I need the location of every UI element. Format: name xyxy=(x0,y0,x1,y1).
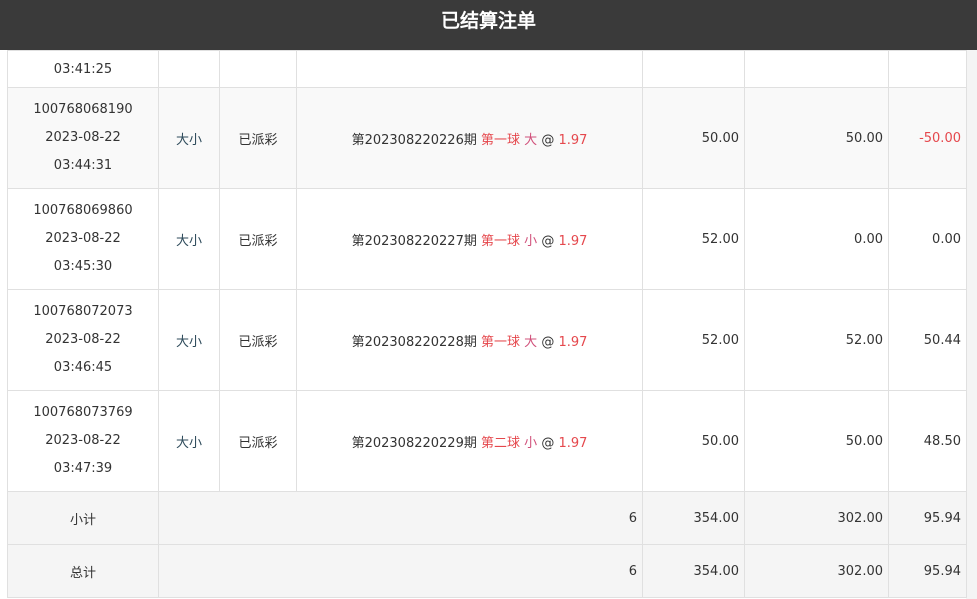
bet-time: 03:46:45 xyxy=(53,360,113,375)
bet-category: 大小 xyxy=(158,289,220,391)
bet-selection: 小 xyxy=(524,435,538,451)
bet-info: 100768073769 2023-08-22 03:47:39 xyxy=(7,390,159,492)
bet-date: 2023-08-22 xyxy=(45,231,121,246)
bet-selection: 大 xyxy=(524,334,538,350)
total-bet: 354.00 xyxy=(642,544,745,598)
bet-date: 2023-08-22 xyxy=(45,433,121,448)
bet-period: 第202308220229期 xyxy=(351,435,477,451)
bet-content: 第202308220226期 第一球 大 @ 1.97 xyxy=(296,87,643,189)
total-row: 总计 6 354.00 302.00 95.94 xyxy=(7,544,967,598)
bet-period: 第202308220227期 xyxy=(351,233,477,249)
bet-selection: 大 xyxy=(524,132,538,148)
bet-category: 大小 xyxy=(158,87,220,189)
bet-amount: 50.00 xyxy=(642,87,745,189)
total-valid: 302.00 xyxy=(744,544,889,598)
bet-play: 第二球 xyxy=(481,435,521,451)
win-loss: -50.00 xyxy=(888,87,967,189)
bet-content: 第202308220227期 第一球 小 @ 1.97 xyxy=(296,188,643,290)
page-title: 已结算注单 xyxy=(0,0,977,50)
subtotal-result: 95.94 xyxy=(888,491,967,545)
bet-date: 2023-08-22 xyxy=(45,332,121,347)
bet-amount: 52.00 xyxy=(642,188,745,290)
bet-odds: 1.97 xyxy=(558,435,588,451)
win-loss: 48.50 xyxy=(888,390,967,492)
bet-time: 03:45:30 xyxy=(53,259,113,274)
scrollbar-track[interactable] xyxy=(966,50,977,599)
bet-period: 第202308220226期 xyxy=(351,132,477,148)
bet-at: @ xyxy=(541,233,555,249)
valid-amount: 50.00 xyxy=(744,87,889,189)
valid-amount: 0.00 xyxy=(744,188,889,290)
bet-time: 03:47:39 xyxy=(53,461,113,476)
bet-at: @ xyxy=(541,435,555,451)
bet-date: 2023-08-22 xyxy=(45,130,121,145)
bet-info: 100768069860 2023-08-22 03:45:30 xyxy=(7,188,159,290)
bet-time: 03:41:25 xyxy=(7,50,159,88)
bet-category: 大小 xyxy=(158,390,220,492)
bet-amount: 50.00 xyxy=(642,390,745,492)
win-loss: 50.44 xyxy=(888,289,967,391)
bet-content: 第202308220228期 第一球 大 @ 1.97 xyxy=(296,289,643,391)
subtotal-bet: 354.00 xyxy=(642,491,745,545)
bet-info: 100768068190 2023-08-22 03:44:31 xyxy=(7,87,159,189)
bet-status: 已派彩 xyxy=(219,188,297,290)
subtotal-row: 小计 6 354.00 302.00 95.94 xyxy=(7,491,967,545)
bet-period: 第202308220228期 xyxy=(351,334,477,350)
table-row: 100768073769 2023-08-22 03:47:39 大小 已派彩 第2023… xyxy=(7,390,967,492)
bet-odds: 1.97 xyxy=(558,334,588,350)
bet-play: 第一球 xyxy=(481,233,521,249)
valid-amount: 50.00 xyxy=(744,390,889,492)
table-row: 03:41:25 xyxy=(7,50,967,88)
total-result: 95.94 xyxy=(888,544,967,598)
bet-status: 已派彩 xyxy=(219,289,297,391)
bet-content: 第202308220229期 第二球 小 @ 1.97 xyxy=(296,390,643,492)
table-row: 100768068190 2023-08-22 03:44:31 大小 已派彩 第2023… xyxy=(7,87,967,189)
bets-table: 03:41:25 100768068190 2023-08-22 03:44:31 大… xyxy=(7,50,967,598)
table-row: 100768072073 2023-08-22 03:46:45 大小 已派彩 第2023… xyxy=(7,289,967,391)
bet-category: 大小 xyxy=(158,188,220,290)
bet-at: @ xyxy=(541,334,555,350)
valid-amount: 52.00 xyxy=(744,289,889,391)
total-label: 总计 xyxy=(7,544,159,598)
bet-play: 第一球 xyxy=(481,132,521,148)
bet-play: 第一球 xyxy=(481,334,521,350)
bet-selection: 小 xyxy=(524,233,538,249)
bet-odds: 1.97 xyxy=(558,132,588,148)
bet-id: 100768069860 xyxy=(33,203,133,218)
bet-at: @ xyxy=(541,132,555,148)
table-row: 100768069860 2023-08-22 03:45:30 大小 已派彩 第2023… xyxy=(7,188,967,290)
bet-time: 03:44:31 xyxy=(53,158,113,173)
bet-odds: 1.97 xyxy=(558,233,588,249)
bet-id: 100768068190 xyxy=(33,102,133,117)
total-count: 6 xyxy=(158,544,643,598)
bet-amount: 52.00 xyxy=(642,289,745,391)
bet-status: 已派彩 xyxy=(219,87,297,189)
subtotal-count: 6 xyxy=(158,491,643,545)
subtotal-label: 小计 xyxy=(7,491,159,545)
bet-info: 100768072073 2023-08-22 03:46:45 xyxy=(7,289,159,391)
win-loss: 0.00 xyxy=(888,188,967,290)
subtotal-valid: 302.00 xyxy=(744,491,889,545)
bet-id: 100768072073 xyxy=(33,304,133,319)
bet-status: 已派彩 xyxy=(219,390,297,492)
bet-id: 100768073769 xyxy=(33,405,133,420)
